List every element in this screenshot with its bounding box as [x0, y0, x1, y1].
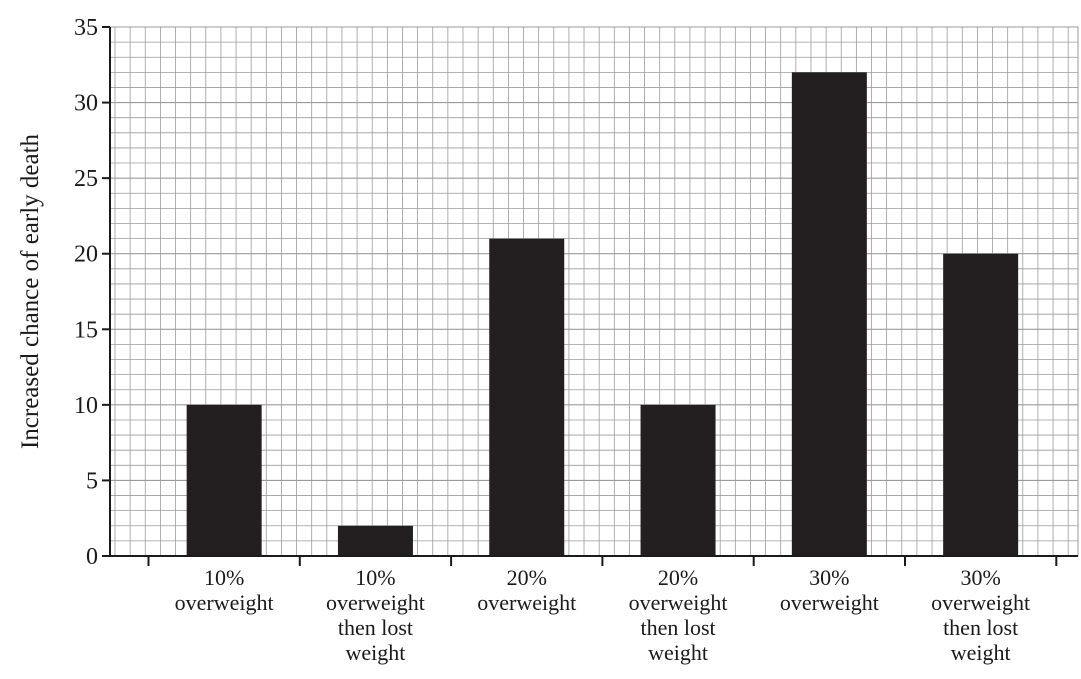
y-tick-label: 5 [86, 468, 98, 494]
bar [791, 72, 867, 556]
y-axis-title: Increased chance of early death [17, 133, 44, 449]
y-tick-label: 20 [74, 242, 98, 268]
x-tick-label: 30% overweight [780, 565, 879, 615]
y-axis-ticks: 0 5 10 15 20 25 30 35 [74, 15, 110, 570]
y-tick-label: 30 [74, 91, 98, 117]
bars [186, 72, 1019, 556]
x-axis-ticks: 10% overweight 10% overweight then lost weigh… [147, 556, 1058, 665]
bar [337, 525, 413, 556]
x-tick-label: 10% overweight [175, 565, 274, 615]
y-tick-label: 0 [86, 544, 98, 570]
y-tick-label: 10 [74, 393, 98, 419]
bar [943, 253, 1019, 556]
y-tick-label: 25 [74, 166, 98, 192]
bar [640, 404, 716, 556]
bar [186, 404, 262, 556]
x-tick-label: 30% overweight then lost weight [931, 565, 1030, 665]
x-tick-label: 20% overweight [477, 565, 576, 615]
bar [489, 238, 565, 556]
axes [109, 27, 1078, 557]
y-tick-label: 35 [74, 15, 98, 41]
x-tick-label: 20% overweight then lost weight [629, 565, 728, 665]
y-tick-label: 15 [74, 317, 98, 343]
x-tick-label: 10% overweight then lost weight [326, 565, 425, 665]
